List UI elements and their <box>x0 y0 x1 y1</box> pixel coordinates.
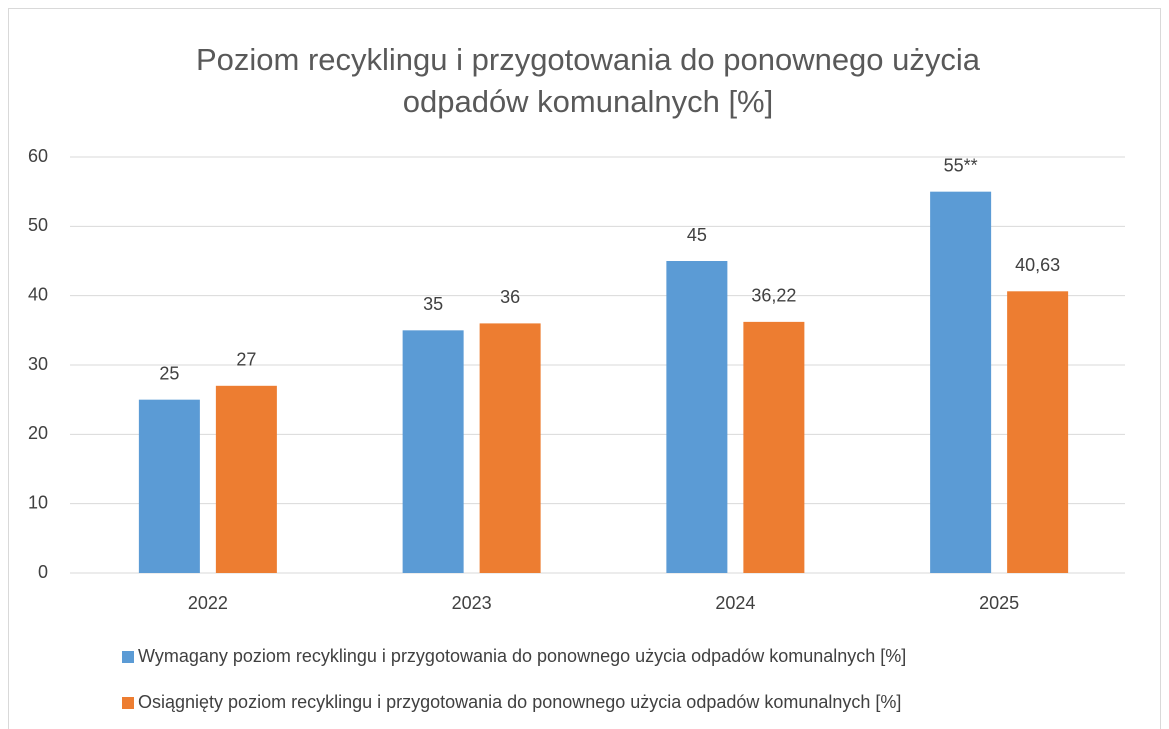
bar <box>479 323 541 573</box>
y-tick-label: 10 <box>28 492 48 512</box>
value-label: 35 <box>423 294 443 314</box>
bar <box>138 399 200 573</box>
x-tick-label: 2025 <box>979 593 1019 613</box>
chart-title: odpadów komunalnych [%] <box>403 84 774 119</box>
value-label: 27 <box>236 350 256 370</box>
y-tick-label: 0 <box>38 562 48 582</box>
y-tick-label: 20 <box>28 423 48 443</box>
y-tick-label: 50 <box>28 215 48 235</box>
value-label: 36 <box>500 287 520 307</box>
bar <box>1007 291 1069 573</box>
bar <box>402 330 464 573</box>
value-label: 25 <box>159 363 179 383</box>
y-tick-label: 40 <box>28 284 48 304</box>
y-tick-label: 60 <box>28 146 48 166</box>
chart-title: Poziom recyklingu i przygotowania do pon… <box>196 42 981 77</box>
legend-swatch <box>122 651 134 663</box>
bar <box>215 385 277 573</box>
value-label: 45 <box>687 225 707 245</box>
y-tick-label: 30 <box>28 354 48 374</box>
value-label: 36,22 <box>751 286 796 306</box>
value-label: 40,63 <box>1015 255 1060 275</box>
x-tick-label: 2024 <box>715 593 755 613</box>
legend-label: Wymagany poziom recyklingu i przygotowan… <box>138 646 906 666</box>
x-tick-label: 2023 <box>452 593 492 613</box>
legend-label: Osiągnięty poziom recyklingu i przygotow… <box>138 692 901 712</box>
bar <box>666 261 728 573</box>
bar <box>743 321 805 573</box>
value-label: 55** <box>944 155 978 175</box>
x-tick-label: 2022 <box>188 593 228 613</box>
legend-swatch <box>122 697 134 709</box>
bar <box>930 191 992 573</box>
